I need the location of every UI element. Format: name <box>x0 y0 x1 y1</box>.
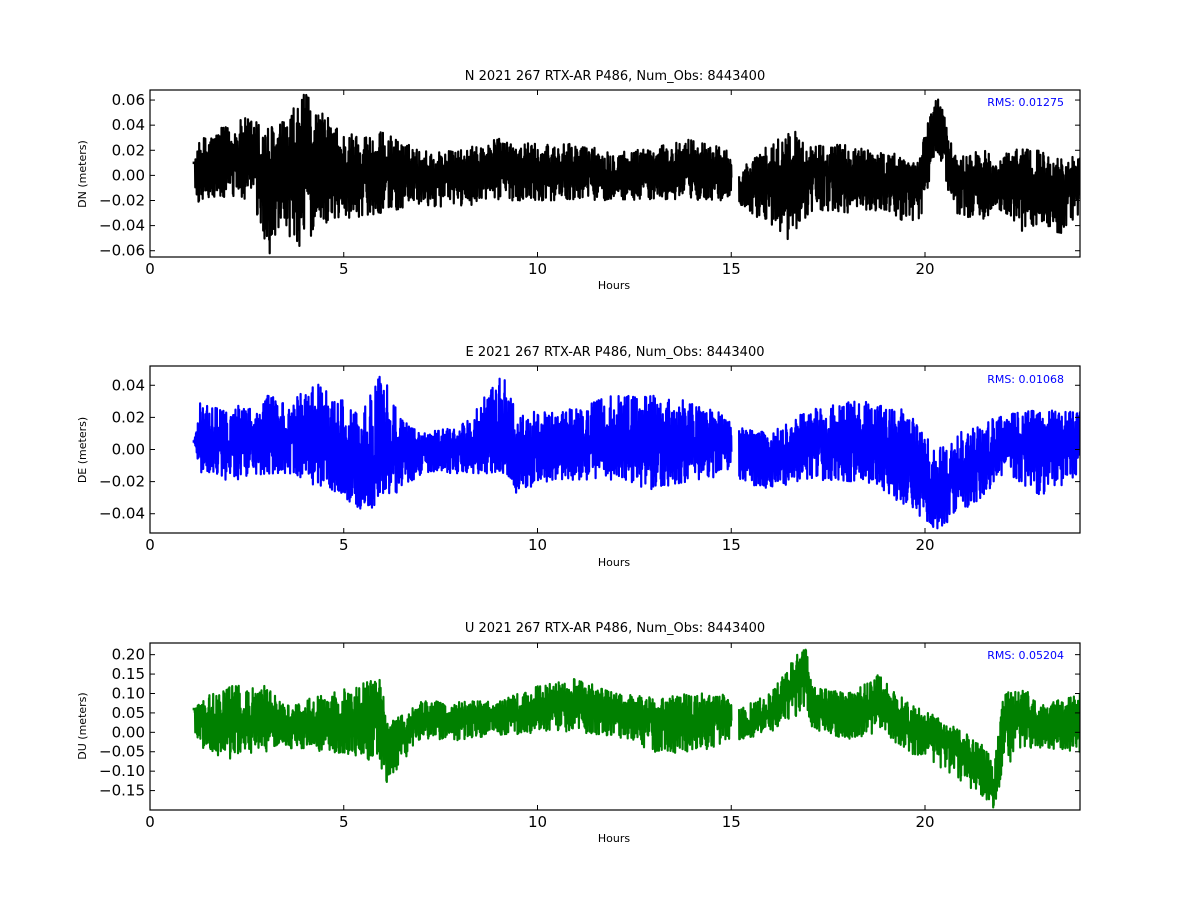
x-axis-label: Hours <box>598 832 630 845</box>
y-tick-label: 0.00 <box>112 723 145 741</box>
y-tick-label: 0.00 <box>112 166 145 184</box>
x-tick-label: 5 <box>339 536 349 554</box>
series-line-segment <box>193 375 733 510</box>
y-tick-label: 0.15 <box>112 665 145 683</box>
panel-title: U 2021 267 RTX-AR P486, Num_Obs: 8443400 <box>465 621 765 636</box>
y-axis-label: DN (meters) <box>76 140 89 208</box>
series-line-segment <box>738 400 1080 530</box>
y-axis-label: DU (meters) <box>76 692 89 759</box>
y-tick-label: −0.02 <box>99 473 145 491</box>
data-trace <box>192 93 1080 255</box>
y-tick-label: 0.02 <box>112 408 145 426</box>
plot-area: 0 5 10 15 20 −0.06 −0.04 −0.02 0.00 0.02 0.04 0.06 <box>99 89 1081 278</box>
axes-frame <box>149 89 1081 258</box>
y-axis-label: DE (meters) <box>76 417 89 483</box>
y-tick-label: −0.04 <box>99 505 145 523</box>
x-tick-label: 0 <box>145 813 155 831</box>
series-line-segment <box>738 648 1080 809</box>
y-tick-label: −0.10 <box>99 762 145 780</box>
y-tick-label: 0.04 <box>112 376 145 394</box>
x-tick-label: 15 <box>722 260 741 278</box>
panel-north: N 2021 267 RTX-AR P486, Num_Obs: 8443400… <box>76 69 1081 292</box>
panel-east: E 2021 267 RTX-AR P486, Num_Obs: 8443400… <box>76 345 1081 569</box>
y-tick-label: 0.05 <box>112 704 145 722</box>
x-tick-label: 10 <box>528 813 547 831</box>
axes-frame <box>149 642 1081 811</box>
series-line-segment <box>738 98 1080 241</box>
x-tick-label: 10 <box>528 536 547 554</box>
y-tick-label: 0.06 <box>112 91 145 109</box>
series-line-segment <box>193 93 733 255</box>
x-tick-label: 10 <box>528 260 547 278</box>
panel-up: U 2021 267 RTX-AR P486, Num_Obs: 8443400… <box>76 621 1081 845</box>
x-tick-label: 15 <box>722 813 741 831</box>
rms-label: RMS: 0.05204 <box>987 649 1064 662</box>
x-tick-label: 0 <box>145 536 155 554</box>
x-tick-label: 5 <box>339 813 349 831</box>
x-tick-label: 20 <box>915 813 934 831</box>
x-tick-label: 20 <box>915 536 934 554</box>
y-tick-label: 0.04 <box>112 116 145 134</box>
y-tick-label: −0.06 <box>99 242 145 260</box>
y-tick-label: −0.04 <box>99 217 145 235</box>
rms-label: RMS: 0.01275 <box>987 96 1064 109</box>
y-tick-label: 0.20 <box>112 646 145 664</box>
x-tick-label: 5 <box>339 260 349 278</box>
y-tick-label: −0.15 <box>99 782 145 800</box>
series-line-segment <box>193 678 733 783</box>
y-tick-label: −0.02 <box>99 191 145 209</box>
plot-area: 0 5 10 15 20 −0.15 −0.10−0.05 0.000.05 0.100.150… <box>99 642 1081 831</box>
x-tick-label: 20 <box>915 260 934 278</box>
y-tick-label: −0.05 <box>99 743 145 761</box>
panel-title: E 2021 267 RTX-AR P486, Num_Obs: 8443400 <box>466 345 765 360</box>
y-tick-label: 0.10 <box>112 684 145 702</box>
data-trace <box>192 375 1080 530</box>
x-axis-label: Hours <box>598 556 630 569</box>
rms-label: RMS: 0.01068 <box>987 373 1064 386</box>
x-axis-label: Hours <box>598 279 630 292</box>
plot-area: 0 5 10 15 20 −0.04 −0.02 0.00 0.02 0.04 <box>99 365 1081 554</box>
data-trace <box>192 648 1080 809</box>
x-tick-label: 15 <box>722 536 741 554</box>
panel-title: N 2021 267 RTX-AR P486, Num_Obs: 8443400 <box>465 69 765 84</box>
y-tick-label: 0.00 <box>112 441 145 459</box>
y-tick-label: 0.02 <box>112 141 145 159</box>
x-tick-label: 0 <box>145 260 155 278</box>
